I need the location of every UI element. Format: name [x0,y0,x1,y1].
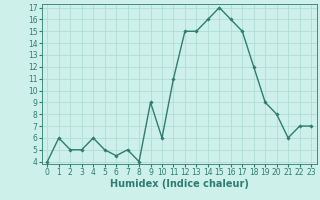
X-axis label: Humidex (Indice chaleur): Humidex (Indice chaleur) [110,179,249,189]
